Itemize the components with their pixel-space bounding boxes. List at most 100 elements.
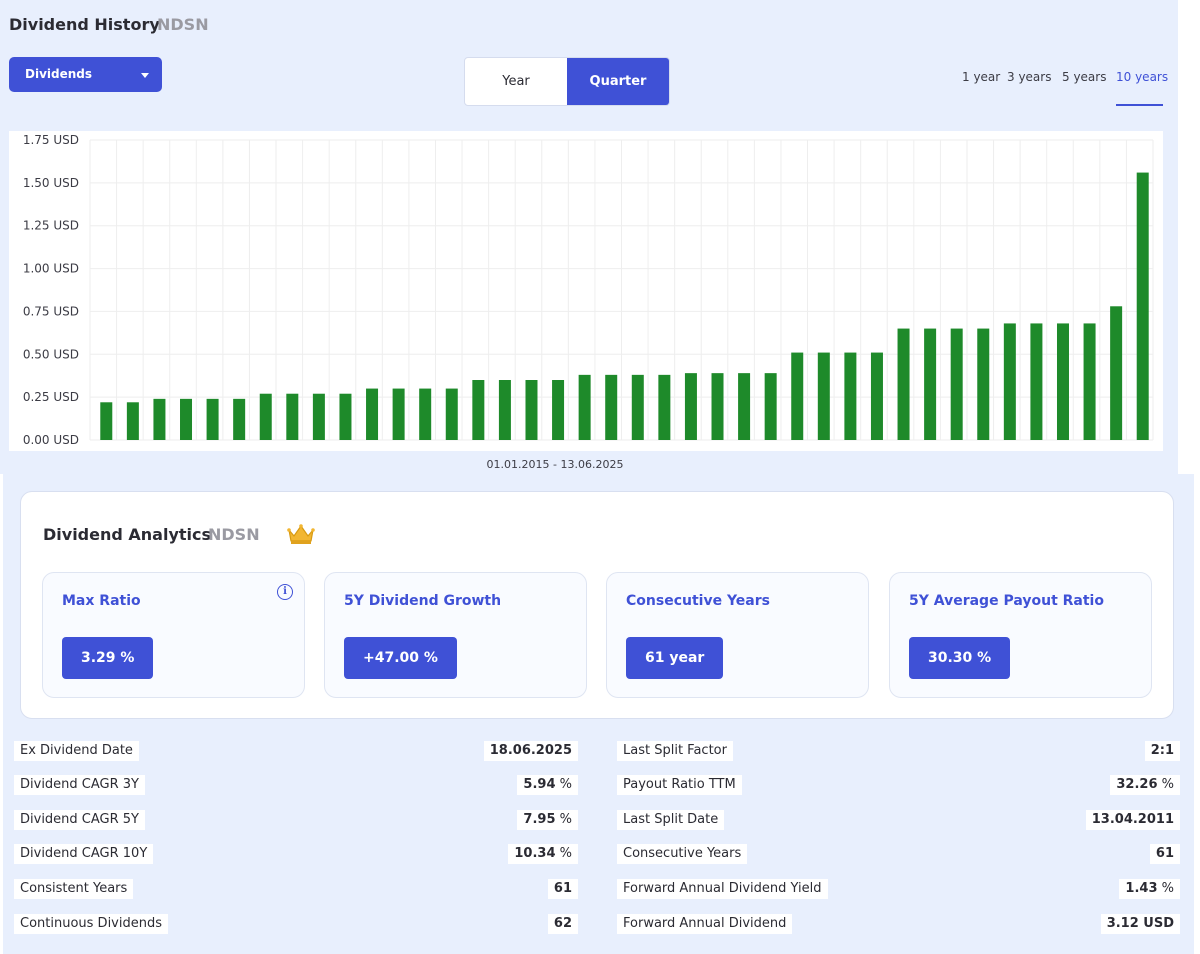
dividend-bar xyxy=(233,398,246,440)
stat-label: Last Split Factor xyxy=(617,741,733,761)
ticker-label: NDSN xyxy=(157,15,209,34)
y-tick-label: 0.00 USD xyxy=(23,433,79,447)
metric-label: 5Y Dividend Growth xyxy=(344,593,502,609)
stat-value: 7.95 % xyxy=(517,810,578,830)
dividend-bar xyxy=(1136,172,1149,441)
dividend-bar xyxy=(791,352,804,440)
info-icon[interactable]: i xyxy=(277,584,293,600)
metric-label: Consecutive Years xyxy=(626,593,770,609)
stat-payout-ratio-ttm: Payout Ratio TTM 32.26 % xyxy=(617,775,1180,795)
dividend-bar xyxy=(180,398,193,440)
metric-dropdown[interactable]: Dividends xyxy=(9,57,162,92)
metric-value: 3.29 % xyxy=(62,637,154,679)
dividend-bar xyxy=(684,373,697,440)
stat-continuous-dividends: Continuous Dividends 62 xyxy=(14,914,578,934)
stat-label: Last Split Date xyxy=(617,810,725,830)
dividend-bar xyxy=(126,402,139,440)
stat-value: 61 xyxy=(1149,844,1180,864)
stat-value: 18.06.2025 xyxy=(483,741,578,761)
page-title: Dividend History xyxy=(9,15,160,34)
dividend-bar xyxy=(578,374,591,440)
stat-consecutive-years: Consecutive Years 61 xyxy=(617,844,1180,864)
y-tick-label: 0.25 USD xyxy=(23,390,79,404)
stat-forward-annual-dividend-yield: Forward Annual Dividend Yield 1.43 % xyxy=(617,879,1180,899)
dividend-bar xyxy=(498,380,511,440)
crown-icon xyxy=(287,524,315,544)
stat-ex-dividend-date: Ex Dividend Date 18.06.2025 xyxy=(14,741,578,761)
dividend-bar xyxy=(924,328,937,440)
metric-consecutive-years: Consecutive Years 61 year xyxy=(606,572,869,698)
toggle-year[interactable]: Year xyxy=(502,74,530,89)
y-tick-label: 1.50 USD xyxy=(23,176,79,190)
dividend-bar xyxy=(817,352,830,440)
stat-last-split-date: Last Split Date 13.04.2011 xyxy=(617,810,1180,830)
stat-last-split-factor: Last Split Factor 2:1 xyxy=(617,741,1180,761)
range-selector: 1 year 3 years 5 years 10 years xyxy=(0,70,1200,110)
dividend-bar xyxy=(605,374,618,440)
dividend-bar xyxy=(1083,323,1096,440)
stat-value: 3.12 USD xyxy=(1100,914,1180,934)
stat-value: 32.26 % xyxy=(1110,775,1180,795)
stat-value: 61 xyxy=(547,879,578,899)
dividend-bar xyxy=(1056,323,1069,440)
y-tick-label: 0.50 USD xyxy=(23,347,79,361)
stat-value: 2:1 xyxy=(1144,741,1180,761)
dropdown-label: Dividends xyxy=(25,67,93,81)
dividend-bar xyxy=(472,380,485,440)
dividend-bar xyxy=(259,393,272,440)
stat-label: Dividend CAGR 3Y xyxy=(14,775,145,795)
stat-forward-annual-dividend: Forward Annual Dividend 3.12 USD xyxy=(617,914,1180,934)
dividend-bar xyxy=(711,373,724,440)
range-3-years[interactable]: 3 years xyxy=(1007,70,1052,84)
dividend-bar xyxy=(950,328,963,440)
dividend-bar xyxy=(392,388,405,440)
dividend-bar xyxy=(339,393,352,440)
dividend-bar xyxy=(977,328,990,440)
dividend-bar xyxy=(1110,306,1123,440)
dividend-bar xyxy=(366,388,379,440)
dividend-bar xyxy=(552,380,565,440)
dividend-bar xyxy=(870,352,883,440)
y-tick-label: 1.25 USD xyxy=(23,219,79,233)
dividend-bar xyxy=(1003,323,1016,440)
stat-value: 1.43 % xyxy=(1119,879,1180,899)
y-tick-label: 0.75 USD xyxy=(23,304,79,318)
stat-label: Dividend CAGR 10Y xyxy=(14,844,154,864)
range-active-underline xyxy=(1116,104,1163,106)
toggle-quarter[interactable]: Quarter xyxy=(567,58,669,105)
dividend-bar xyxy=(738,373,751,440)
dividend-bar xyxy=(897,328,910,440)
chevron-down-icon xyxy=(141,73,149,78)
metric-label: 5Y Average Payout Ratio xyxy=(909,593,1104,609)
stat-label: Continuous Dividends xyxy=(14,914,168,934)
range-10-years[interactable]: 10 years xyxy=(1116,70,1169,84)
dividend-bar xyxy=(844,352,857,440)
stat-label: Forward Annual Dividend xyxy=(617,914,793,934)
dividend-bar xyxy=(286,393,299,440)
range-5-years[interactable]: 5 years xyxy=(1062,70,1107,84)
chart-canvas: 0.00 USD 0.25 USD 0.50 USD 0.75 USD 1.00 USD… xyxy=(23,133,1154,447)
dividend-bar xyxy=(631,374,644,440)
dividend-bar xyxy=(658,374,671,440)
stat-label: Forward Annual Dividend Yield xyxy=(617,879,828,899)
stat-label: Payout Ratio TTM xyxy=(617,775,742,795)
range-1-year[interactable]: 1 year xyxy=(962,70,1001,84)
dividend-chart: 0.00 USD 0.25 USD 0.50 USD 0.75 USD 1.00 USD… xyxy=(9,131,1163,451)
stat-value: 13.04.2011 xyxy=(1085,810,1180,830)
stat-dividend-cagr-10y: Dividend CAGR 10Y 10.34 % xyxy=(14,844,578,864)
stat-label: Ex Dividend Date xyxy=(14,741,139,761)
metric-label: Max Ratio xyxy=(62,593,141,609)
dividend-bar xyxy=(419,388,432,440)
stat-value: 62 xyxy=(547,914,578,934)
analytics-title: Dividend Analytics xyxy=(43,525,212,544)
stat-dividend-cagr-5y: Dividend CAGR 5Y 7.95 % xyxy=(14,810,578,830)
dividend-analytics-card: Dividend Analytics NDSN Max Ratio i 3.29… xyxy=(20,491,1174,719)
y-tick-label: 1.75 USD xyxy=(23,133,79,147)
metric-5y-average-payout-ratio: 5Y Average Payout Ratio 30.30 % xyxy=(889,572,1152,698)
dividend-bar xyxy=(100,402,113,440)
dividend-bar xyxy=(1030,323,1043,440)
dividend-bar xyxy=(206,398,219,440)
stat-consistent-years: Consistent Years 61 xyxy=(14,879,578,899)
stat-dividend-cagr-3y: Dividend CAGR 3Y 5.94 % xyxy=(14,775,578,795)
metric-max-ratio: Max Ratio i 3.29 % xyxy=(42,572,305,698)
